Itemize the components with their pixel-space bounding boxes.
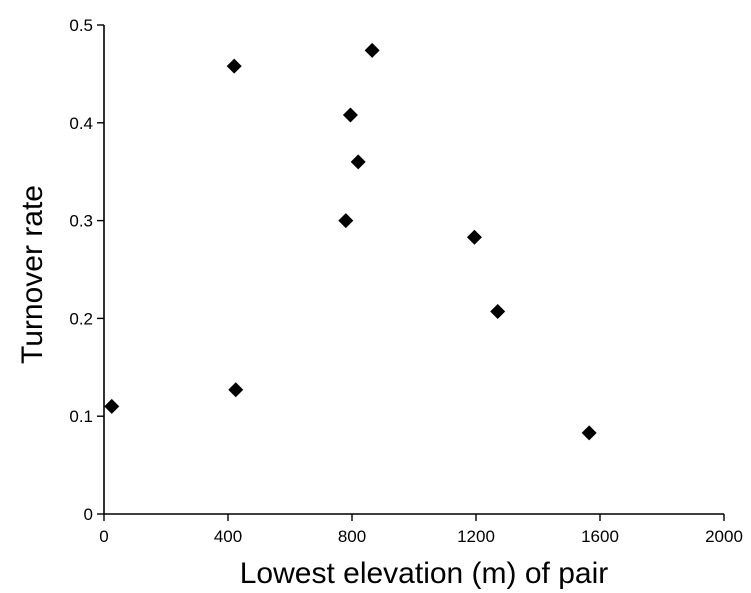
y-tick-label-1: 0.1 <box>69 407 93 426</box>
data-point-7 <box>466 229 482 245</box>
x-tick-label-5: 2000 <box>705 527 743 546</box>
y-tick-label-4: 0.4 <box>69 114 93 133</box>
y-axis-title: Turnover rate <box>16 185 49 364</box>
x-tick-label-2: 800 <box>338 527 366 546</box>
x-tick-label-4: 1600 <box>581 527 619 546</box>
data-point-8 <box>490 304 506 320</box>
axes <box>103 25 724 515</box>
x-tick-label-3: 1200 <box>457 527 495 546</box>
y-tick-label-2: 0.2 <box>69 309 93 328</box>
data-point-3 <box>338 213 354 229</box>
data-point-4 <box>342 107 358 123</box>
y-tick-label-0: 0 <box>84 505 93 524</box>
y-tick-label-5: 0.5 <box>69 16 93 35</box>
data-point-2 <box>228 382 244 398</box>
x-axis-ticks: 0 400 800 1200 1600 2000 <box>99 514 743 546</box>
data-point-9 <box>581 425 597 441</box>
x-tick-label-1: 400 <box>214 527 242 546</box>
x-tick-label-0: 0 <box>99 527 108 546</box>
data-point-1 <box>226 58 242 74</box>
x-axis-title: Lowest elevation (m) of pair <box>240 557 609 590</box>
data-point-6 <box>364 42 380 58</box>
y-tick-label-3: 0.3 <box>69 212 93 231</box>
y-axis-ticks: 0 0.1 0.2 0.3 0.4 0.5 <box>69 16 104 524</box>
data-point-5 <box>350 154 366 170</box>
data-points <box>104 42 597 441</box>
data-point-0 <box>104 398 120 414</box>
